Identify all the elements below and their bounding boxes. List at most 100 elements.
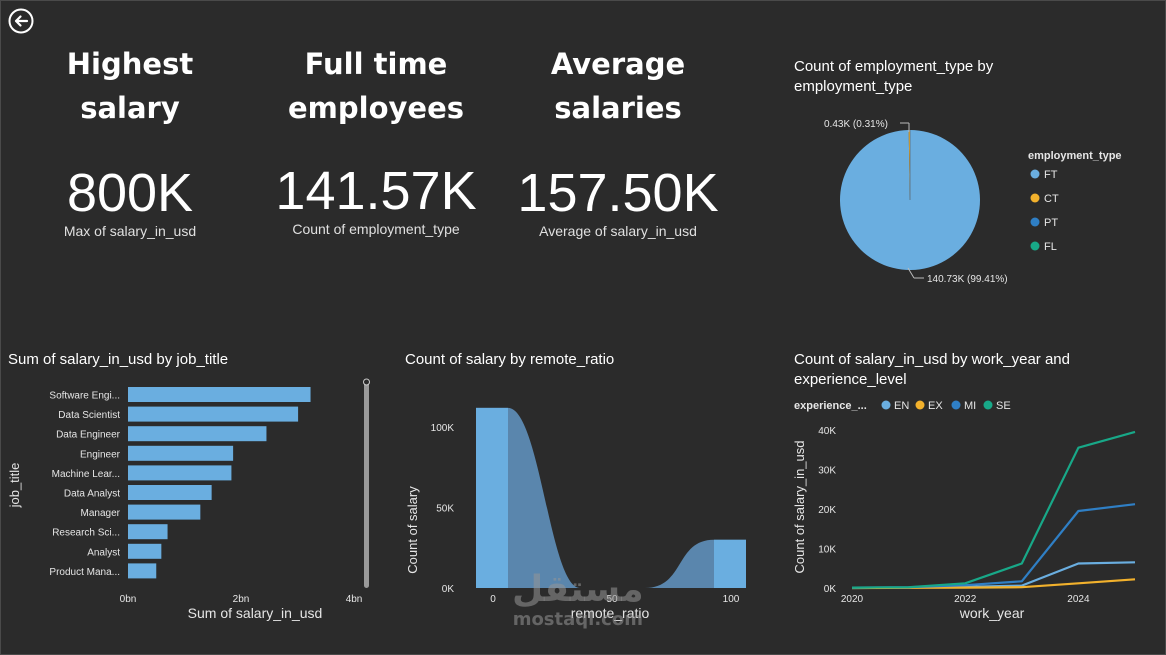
bar-category-label: Software Engi... — [49, 391, 120, 402]
pie-legend-marker-pt — [1030, 217, 1040, 227]
area-y-tick-label: 100K — [431, 423, 455, 434]
line-title-line2: experience_level — [794, 371, 907, 388]
bar-category-label: Manager — [81, 508, 121, 519]
area-x-tick-label: 0 — [490, 594, 496, 605]
watermark: مستقل mostaql.com — [512, 570, 644, 630]
kpi-title-line1: Full time — [304, 47, 448, 81]
bar-x-axis-label: Sum of salary_in_usd — [188, 605, 323, 621]
kpi-value: 157.50K — [517, 163, 719, 223]
area-series-fill[interactable] — [476, 407, 746, 588]
area-x-tick-label: 50 — [606, 594, 618, 605]
line-y-tick-label: 20K — [818, 505, 836, 516]
bar-category-label: Data Analyst — [64, 489, 120, 500]
pie-legend-title: employment_type — [1028, 150, 1122, 162]
bar-category-label: Machine Lear... — [52, 469, 120, 480]
line-y-tick-label: 0K — [824, 584, 837, 595]
kpi-title-line1: Highest — [66, 47, 194, 81]
pie-legend-label-ct[interactable]: CT — [1044, 193, 1059, 205]
pie-legend-marker-fl — [1030, 241, 1040, 251]
pie-slice-ft[interactable] — [839, 130, 980, 271]
kpi-subtitle: Max of salary_in_usd — [63, 223, 197, 239]
pie-title-line2: employment_type — [794, 78, 913, 95]
line-chart[interactable]: experience_... EN EX MI SE Count of salary_… — [790, 392, 1160, 627]
pie-slice-ct[interactable] — [908, 130, 910, 200]
bar-chart[interactable]: job_title Software Engi... Data Scientist… — [0, 375, 390, 630]
pie-label-small: 0.43K (0.31%) — [824, 119, 888, 130]
line-x-tick-label: 2024 — [1067, 594, 1090, 605]
line-chart-title: Count of salary_in_usd by work_year and … — [794, 350, 1070, 390]
kpi-full-time-employees: Full time employees 141.57K Count of emp… — [256, 42, 496, 237]
line-legend-label-ex[interactable]: EX — [928, 400, 943, 412]
area-point-100[interactable] — [714, 539, 746, 588]
kpi-highest-salary: Highest salary 800K Max of salary_in_usd — [30, 42, 230, 239]
kpi-title-line2: salary — [80, 91, 180, 125]
pie-legend-label-pt[interactable]: PT — [1044, 217, 1058, 229]
bar-scrollbar-handle[interactable] — [363, 378, 370, 386]
bar-x-tick-label: 2bn — [233, 594, 250, 605]
line-legend-label-en[interactable]: EN — [894, 400, 909, 412]
bar-category-label: Data Engineer — [56, 430, 121, 441]
kpi-average-salaries: Average salaries 157.50K Average of sala… — [498, 42, 738, 239]
pie-label-large: 140.73K (99.41%) — [927, 274, 1008, 285]
pie-chart-title: Count of employment_type by employment_t… — [794, 57, 993, 97]
pie-legend-label-ft[interactable]: FT — [1044, 169, 1058, 181]
bar-category-label: Data Scientist — [58, 410, 120, 421]
kpi-title-line2: employees — [287, 91, 464, 125]
watermark-latin: mostaql.com — [512, 609, 643, 630]
bar-mark[interactable] — [128, 387, 311, 402]
line-title-line1: Count of salary_in_usd by work_year and — [794, 351, 1070, 368]
line-y-axis-label: Count of salary_in_usd — [792, 441, 807, 574]
bar-x-tick-label: 4bn — [346, 594, 363, 605]
kpi-value: 141.57K — [275, 161, 477, 221]
line-y-tick-label: 10K — [818, 544, 836, 555]
bar-mark[interactable] — [128, 504, 201, 520]
line-x-tick-label: 2020 — [841, 594, 864, 605]
bar-scrollbar[interactable] — [364, 382, 369, 588]
pie-chart[interactable]: 0.43K (0.31%) 140.73K (99.41%) employmen… — [790, 110, 1160, 290]
bar-mark[interactable] — [128, 563, 157, 579]
line-x-tick-label: 2022 — [954, 594, 977, 605]
area-y-tick-label: 50K — [436, 504, 454, 515]
bar-mark[interactable] — [128, 445, 234, 461]
line-legend-marker-mi — [951, 400, 961, 410]
area-y-tick-label: 0K — [442, 584, 455, 595]
bar-chart-title: Sum of salary_in_usd by job_title — [8, 351, 229, 368]
bar-mark[interactable] — [128, 465, 232, 481]
area-y-axis-label: Count of salary — [405, 486, 420, 574]
pie-label-leader-large — [907, 267, 915, 279]
area-chart[interactable]: Count of salary 0K 50K 100K 0 50 100 remote_r… — [400, 375, 770, 625]
kpi-subtitle: Count of employment_type — [292, 221, 460, 237]
kpi-subtitle: Average of salary_in_usd — [539, 223, 697, 239]
area-x-tick-label: 100 — [723, 594, 740, 605]
bar-category-label: Analyst — [87, 547, 120, 558]
line-series-se[interactable] — [851, 430, 1136, 589]
line-legend-marker-ex — [915, 400, 925, 410]
kpi-title-line1: Average — [550, 47, 686, 81]
bar-mark[interactable] — [128, 485, 212, 500]
bar-mark[interactable] — [128, 406, 299, 422]
line-legend-label-se[interactable]: SE — [996, 400, 1011, 412]
bar-category-label: Product Mana... — [49, 567, 120, 578]
bar-mark[interactable] — [128, 543, 162, 559]
line-legend-label-mi[interactable]: MI — [964, 400, 976, 412]
bar-y-axis-label: job_title — [7, 463, 22, 509]
line-series-mi[interactable] — [851, 503, 1136, 589]
line-legend-title: experience_... — [794, 400, 867, 412]
area-x-axis-label: remote_ratio — [571, 605, 650, 621]
line-x-axis-label: work_year — [959, 605, 1025, 621]
line-legend-marker-se — [983, 400, 993, 410]
area-point-0[interactable] — [476, 407, 508, 588]
back-arrow-icon[interactable] — [8, 8, 34, 34]
watermark-arabic: مستقل — [512, 569, 644, 610]
pie-title-line1: Count of employment_type by — [794, 58, 994, 75]
bar-mark[interactable] — [128, 524, 168, 540]
bar-mark[interactable] — [128, 426, 267, 442]
pie-legend-label-fl[interactable]: FL — [1044, 241, 1057, 253]
bar-category-label: Engineer — [80, 449, 121, 460]
bar-x-tick-label: 0bn — [120, 594, 137, 605]
line-y-tick-label: 40K — [818, 426, 836, 437]
pie-legend-marker-ft — [1030, 169, 1040, 179]
line-y-tick-label: 30K — [818, 465, 836, 476]
line-legend-marker-en — [881, 400, 891, 410]
kpi-title-line2: salaries — [554, 91, 682, 125]
